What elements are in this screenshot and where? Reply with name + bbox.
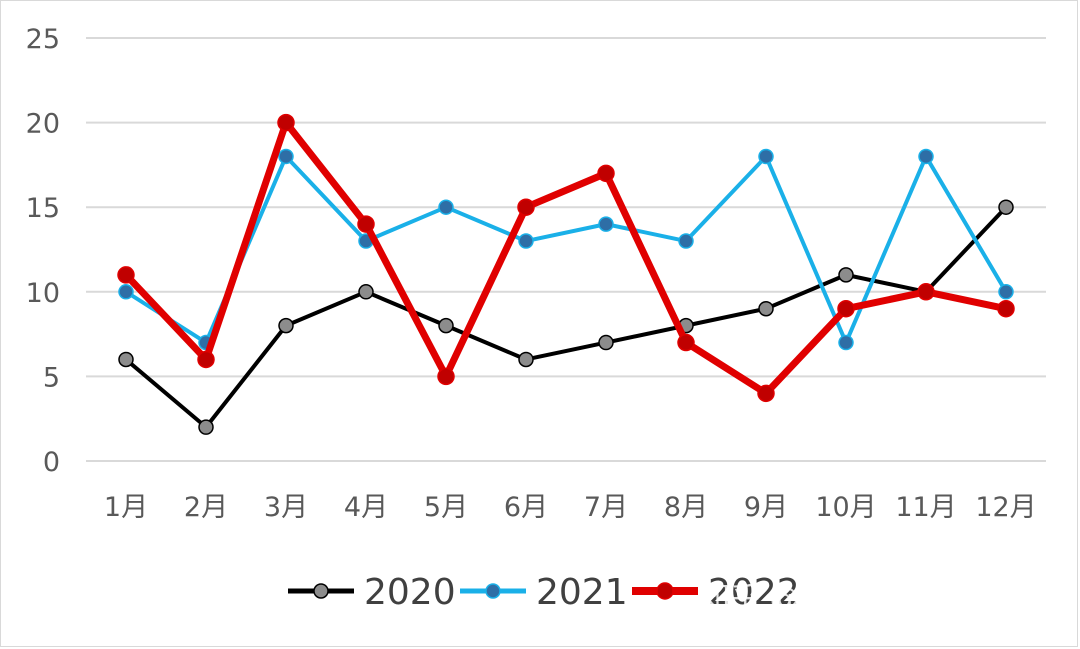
data-point-2021 [598,216,614,232]
data-point-2021 [998,284,1014,300]
data-point-2022 [837,299,855,318]
legend-item-2022: 2022 [632,572,800,613]
legend: 2020 2021 2022 [288,572,800,613]
data-point-2021 [838,334,854,351]
legend-swatch-marker [656,582,674,600]
y-tick-label: 10 [26,278,60,309]
legend-label: 2020 [364,572,456,613]
data-point-2021 [758,148,774,165]
data-point-2020 [758,300,774,317]
data-point-2022 [677,333,695,352]
x-tick-label: 11月 [895,492,956,523]
y-tick-labels: 0 5 10 15 20 25 [26,24,60,478]
x-tick-label: 7月 [584,492,628,523]
data-point-2021 [918,148,934,165]
x-tick-label: 9月 [744,492,788,523]
data-point-2022 [597,164,615,183]
data-point-2022 [997,299,1015,318]
x-tick-labels: 1月 2月 3月 4月 5月 6月 7月 8月 9月 10月 11月 12月 [104,492,1037,523]
x-tick-label: 5月 [424,492,468,523]
legend-swatch-marker [485,583,501,599]
data-point-2020 [118,351,134,368]
data-point-2022 [197,350,215,369]
x-tick-label: 8月 [664,492,708,523]
y-tick-label: 0 [43,447,60,478]
y-tick-label: 25 [26,24,60,55]
x-tick-label: 2月 [184,492,228,523]
data-point-2021 [118,284,134,300]
data-point-2022 [357,215,375,233]
data-point-2022 [277,113,295,132]
data-point-2022 [117,266,135,284]
legend-label: 2022 [708,572,800,613]
data-point-2020 [278,317,294,334]
series-line-2020 [124,205,1008,430]
data-point-2020 [438,317,454,334]
data-point-2020 [998,199,1014,215]
series-lines [117,113,1015,435]
data-point-2020 [198,419,214,435]
watermark: 知乎 @王杰jeffsong2023 [700,581,1055,616]
data-point-2022 [757,384,775,403]
x-tick-label: 10月 [815,492,876,523]
legend-label: 2021 [536,572,628,613]
x-tick-label: 6月 [504,492,548,523]
data-point-2022 [917,283,935,301]
data-point-2021 [518,233,534,249]
data-point-2021 [438,199,454,215]
y-tick-label: 5 [43,362,60,393]
series-2022 [117,113,1015,403]
y-tick-label: 20 [26,109,60,140]
x-tick-label: 4月 [344,492,388,523]
legend-item-2020: 2020 [288,572,456,613]
series-line-2021 [124,154,1008,345]
data-point-2022 [437,367,455,386]
data-point-2020 [598,334,614,351]
data-point-2020 [518,351,534,368]
x-tick-label: 3月 [264,492,308,523]
data-point-2021 [678,233,694,249]
data-point-2020 [358,284,374,300]
x-tick-label: 1月 [104,492,148,523]
x-tick-label: 12月 [975,492,1036,523]
data-point-2022 [517,198,535,216]
data-point-2021 [278,148,294,165]
legend-item-2021: 2021 [460,572,628,613]
series-line-2022 [123,119,1007,397]
y-tick-label: 15 [26,193,60,224]
series-2021 [118,148,1014,351]
data-point-2020 [838,267,854,283]
legend-swatch-marker [313,583,329,599]
